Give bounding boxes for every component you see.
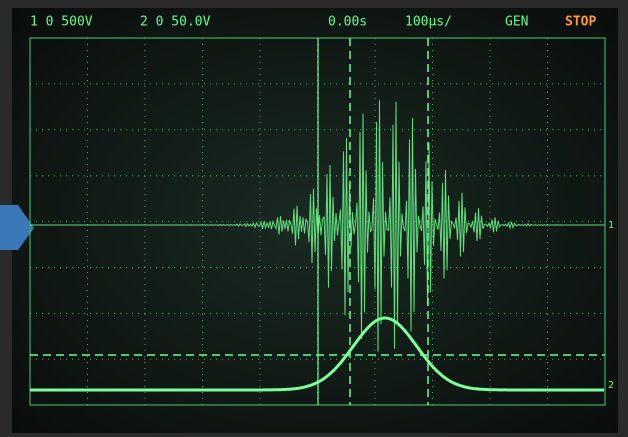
run-state: STOP <box>565 15 596 30</box>
channel-2-label: 2 0 50.0V <box>140 15 211 30</box>
trace-2 <box>30 316 604 392</box>
channel-1-label: 1 0 500V <box>30 15 93 30</box>
timebase-label: 100µs/ <box>405 15 452 30</box>
mode-label: GEN <box>505 15 528 30</box>
delay-label: 0.00s <box>328 15 367 30</box>
trace-1 <box>30 100 605 352</box>
ch2-marker: 2 <box>608 380 614 391</box>
arrow <box>0 205 34 250</box>
ch1-marker: 1 <box>608 220 614 231</box>
screen <box>12 8 618 433</box>
